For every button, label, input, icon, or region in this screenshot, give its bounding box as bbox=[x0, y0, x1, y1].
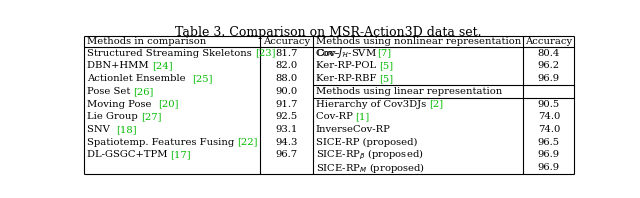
Text: 96.9: 96.9 bbox=[538, 74, 560, 83]
Text: Accuracy: Accuracy bbox=[262, 37, 310, 46]
Text: [1]: [1] bbox=[356, 112, 370, 121]
Text: Methods in comparison: Methods in comparison bbox=[87, 37, 206, 46]
Text: Cov-: Cov- bbox=[316, 49, 338, 58]
Text: 82.0: 82.0 bbox=[275, 61, 297, 70]
Text: Hierarchy of Cov3DJs: Hierarchy of Cov3DJs bbox=[316, 100, 429, 109]
Text: Pose Set: Pose Set bbox=[87, 87, 134, 96]
Text: 91.7: 91.7 bbox=[275, 100, 298, 109]
Text: DL-GSGC+TPM: DL-GSGC+TPM bbox=[87, 150, 171, 159]
Text: [17]: [17] bbox=[171, 150, 191, 159]
Text: Moving Pose: Moving Pose bbox=[87, 100, 157, 109]
Text: 96.2: 96.2 bbox=[538, 61, 560, 70]
Text: 90.5: 90.5 bbox=[538, 100, 560, 109]
Text: Table 3. Comparison on MSR-Action3D data set.: Table 3. Comparison on MSR-Action3D data… bbox=[175, 26, 481, 39]
Text: 88.0: 88.0 bbox=[275, 74, 297, 83]
Text: SICE-RP (proposed): SICE-RP (proposed) bbox=[316, 138, 417, 147]
Text: Methods using nonlinear representation: Methods using nonlinear representation bbox=[316, 37, 521, 46]
Text: [18]: [18] bbox=[116, 125, 137, 134]
Text: [25]: [25] bbox=[192, 74, 212, 83]
Text: Ker-RP-RBF: Ker-RP-RBF bbox=[316, 74, 380, 83]
Text: Cov-RP: Cov-RP bbox=[316, 112, 356, 121]
Text: 96.7: 96.7 bbox=[275, 150, 297, 159]
Text: Methods using linear representation: Methods using linear representation bbox=[316, 87, 502, 96]
Text: Accuracy: Accuracy bbox=[525, 37, 572, 46]
Text: Spatiotemp. Features Fusing: Spatiotemp. Features Fusing bbox=[87, 138, 237, 147]
Text: Ker-RP-POL: Ker-RP-POL bbox=[316, 61, 379, 70]
Text: Actionlet Ensemble: Actionlet Ensemble bbox=[87, 74, 192, 83]
Text: [26]: [26] bbox=[134, 87, 154, 96]
Text: SICE-RP$_M$ (proposed): SICE-RP$_M$ (proposed) bbox=[316, 161, 425, 175]
Text: [20]: [20] bbox=[157, 100, 178, 109]
Text: [27]: [27] bbox=[141, 112, 161, 121]
Text: [24]: [24] bbox=[152, 61, 172, 70]
Text: [5]: [5] bbox=[379, 61, 393, 70]
Text: 81.7: 81.7 bbox=[275, 49, 298, 58]
Text: 96.5: 96.5 bbox=[538, 138, 560, 147]
Text: SICE-RP$_\beta$ (proposed): SICE-RP$_\beta$ (proposed) bbox=[316, 148, 423, 162]
Text: 74.0: 74.0 bbox=[538, 112, 560, 121]
Text: DBN+HMM: DBN+HMM bbox=[87, 61, 152, 70]
Text: [5]: [5] bbox=[380, 74, 394, 83]
Text: 93.1: 93.1 bbox=[275, 125, 298, 134]
Text: 90.0: 90.0 bbox=[275, 87, 297, 96]
Text: 96.9: 96.9 bbox=[538, 163, 560, 172]
Text: [22]: [22] bbox=[237, 138, 258, 147]
Text: 80.4: 80.4 bbox=[538, 49, 560, 58]
Text: Lie Group: Lie Group bbox=[87, 112, 141, 121]
Text: [7]: [7] bbox=[377, 49, 391, 58]
Text: Cov-$J_\mathcal{H}$-SVM: Cov-$J_\mathcal{H}$-SVM bbox=[316, 46, 377, 60]
Text: 96.9: 96.9 bbox=[538, 150, 560, 159]
Text: [23]: [23] bbox=[255, 49, 275, 58]
Text: [2]: [2] bbox=[429, 100, 443, 109]
Text: 94.3: 94.3 bbox=[275, 138, 298, 147]
Text: 92.5: 92.5 bbox=[275, 112, 297, 121]
Text: SNV: SNV bbox=[87, 125, 116, 134]
Text: 74.0: 74.0 bbox=[538, 125, 560, 134]
Text: InverseCov-RP: InverseCov-RP bbox=[316, 125, 390, 134]
Text: Structured Streaming Skeletons: Structured Streaming Skeletons bbox=[87, 49, 255, 58]
